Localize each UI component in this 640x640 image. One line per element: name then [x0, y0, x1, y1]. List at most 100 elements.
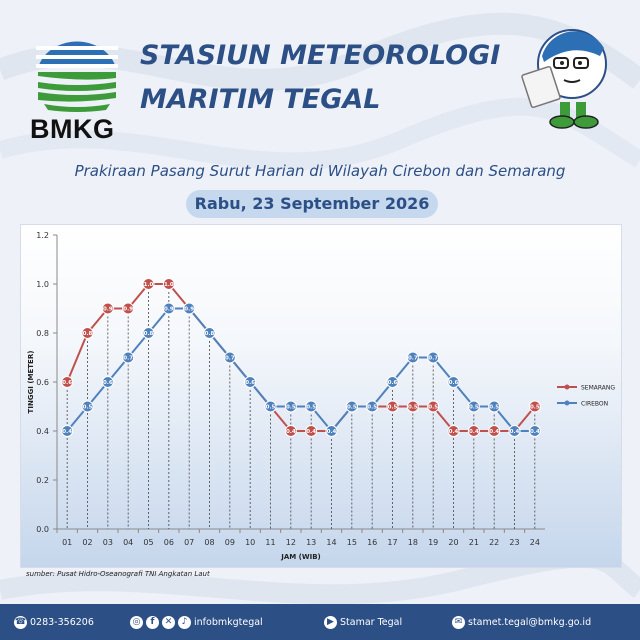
data-point-cirebon	[366, 400, 379, 413]
forecast-date: Rabu, 23 September 2026	[186, 190, 438, 218]
data-label-cirebon: 0.7	[428, 356, 438, 362]
data-point-semarang	[122, 302, 135, 315]
footer-phone: ☎ 0283-356206	[14, 604, 94, 640]
x-tick-label: 06	[164, 538, 174, 547]
data-point-cirebon	[488, 400, 501, 413]
instagram-icon: ◎	[130, 615, 143, 629]
data-point-cirebon	[386, 376, 399, 388]
facebook-icon: f	[146, 615, 159, 629]
data-point-cirebon	[528, 425, 541, 437]
y-tick-label: 0.4	[36, 427, 49, 436]
data-label-cirebon: 0.5	[306, 405, 316, 411]
data-point-cirebon	[345, 400, 358, 413]
x-tick-label: 24	[530, 538, 540, 547]
footer-youtube-text: Stamar Tegal	[340, 616, 403, 628]
x-tick-label: 14	[326, 538, 336, 547]
data-label-semarang: 1.0	[164, 282, 174, 288]
data-label-semarang: 0.4	[306, 429, 316, 435]
data-label-cirebon: 0.5	[83, 405, 93, 411]
footer-social-text: infobmkgtegal	[194, 616, 263, 628]
x-tick-label: 16	[367, 538, 377, 547]
footer-email: ✉ stamet.tegal@bmkg.go.id	[452, 604, 591, 640]
data-point-cirebon	[81, 400, 94, 413]
data-label-semarang: 0.9	[123, 307, 133, 313]
y-tick-label: 0.8	[36, 329, 49, 338]
data-label-cirebon: 0.8	[144, 331, 154, 337]
data-label-semarang: 1.0	[144, 282, 154, 288]
data-label-semarang: 0.5	[388, 405, 398, 411]
forecast-subtitle: Prakiraan Pasang Surut Harian di Wilayah…	[74, 162, 566, 180]
series-line-semarang	[66, 283, 536, 432]
data-point-cirebon	[101, 376, 114, 388]
x-tick-label: 12	[286, 538, 296, 547]
x-tick-label: 17	[387, 538, 397, 547]
x-tick-label: 07	[184, 538, 194, 547]
tiktok-icon: ♪	[178, 615, 191, 629]
data-point-cirebon	[467, 400, 480, 413]
data-point-cirebon	[406, 351, 419, 364]
station-title-line2: MARITIM TEGAL	[140, 84, 381, 115]
data-label-semarang: 0.5	[428, 405, 438, 411]
data-point-semarang	[447, 425, 460, 437]
x-tick-label: 05	[143, 538, 153, 547]
data-point-semarang	[305, 425, 318, 437]
data-point-cirebon	[203, 327, 216, 339]
data-label-semarang: 0.4	[489, 429, 499, 435]
data-point-cirebon	[284, 400, 297, 413]
data-label-cirebon: 0.4	[327, 429, 337, 435]
station-title: STASIUN METEOROLOGI MARITIM TEGAL	[140, 34, 520, 122]
x-tick-label: 08	[204, 538, 214, 547]
data-label-cirebon: 0.7	[225, 356, 235, 362]
logo-text: BMKG	[30, 114, 115, 144]
data-point-cirebon	[264, 400, 277, 413]
data-label-cirebon: 0.7	[408, 356, 418, 362]
legend-label-semarang: SEMARANG	[581, 385, 615, 392]
mascot-illustration	[521, 29, 607, 129]
data-point-cirebon	[61, 425, 74, 437]
x-tick-label: 15	[347, 538, 357, 547]
data-point-cirebon	[447, 376, 460, 388]
x-tick-label: 21	[469, 538, 479, 547]
youtube-icon: ▶	[324, 615, 337, 629]
legend-label-cirebon: CIREBON	[581, 401, 608, 408]
footer-bar: ☎ 0283-356206 ◎ f ✕ ♪ infobmkgtegal ▶ St…	[0, 604, 640, 640]
data-label-cirebon: 0.9	[184, 307, 194, 313]
data-point-semarang	[488, 425, 501, 437]
source-note: sumber: Pusat Hidro-Oseanografi TNI Angk…	[26, 570, 210, 578]
data-label-cirebon: 0.4	[510, 429, 520, 435]
data-point-semarang	[284, 425, 297, 437]
data-point-semarang	[386, 400, 399, 413]
data-point-semarang	[81, 327, 94, 339]
data-point-cirebon	[325, 425, 338, 437]
tide-chart-panel: 0.0 0.2 0.4 0.6 0.8 1.0 1.2 01 02 03 04 05 06 07 08 09 1…	[20, 224, 622, 568]
legend-marker-semarang	[564, 384, 570, 390]
data-label-cirebon: 0.7	[123, 356, 133, 362]
x-tick-label: 18	[408, 538, 418, 547]
x-tick-label: 01	[62, 538, 72, 547]
data-point-cirebon	[305, 400, 318, 413]
phone-icon: ☎	[14, 615, 27, 629]
x-tick-label: 22	[489, 538, 499, 547]
bmkg-logo	[36, 41, 118, 112]
data-label-cirebon: 0.8	[205, 331, 215, 337]
data-point-semarang	[467, 425, 480, 437]
data-label-cirebon: 0.4	[62, 429, 72, 435]
data-label-semarang: 0.6	[62, 380, 72, 386]
data-label-cirebon: 0.6	[245, 380, 255, 386]
data-label-cirebon: 0.9	[164, 307, 174, 313]
x-tick-label: 03	[103, 538, 113, 547]
data-point-cirebon	[223, 351, 236, 364]
station-title-line1: STASIUN METEOROLOGI	[140, 40, 501, 71]
footer-email-text: stamet.tegal@bmkg.go.id	[468, 616, 592, 628]
data-label-cirebon: 0.4	[530, 429, 540, 435]
data-point-semarang	[528, 400, 541, 413]
data-point-semarang	[406, 400, 419, 413]
data-label-semarang: 0.4	[449, 429, 459, 435]
data-label-semarang: 0.5	[530, 405, 540, 411]
footer-youtube: ▶ Stamar Tegal	[324, 604, 402, 640]
data-label-semarang: 0.4	[469, 429, 479, 435]
x-tick-label: 19	[428, 538, 438, 547]
series-line-cirebon	[66, 307, 535, 433]
x-tick-label: 13	[306, 538, 316, 547]
data-point-cirebon	[162, 302, 175, 315]
